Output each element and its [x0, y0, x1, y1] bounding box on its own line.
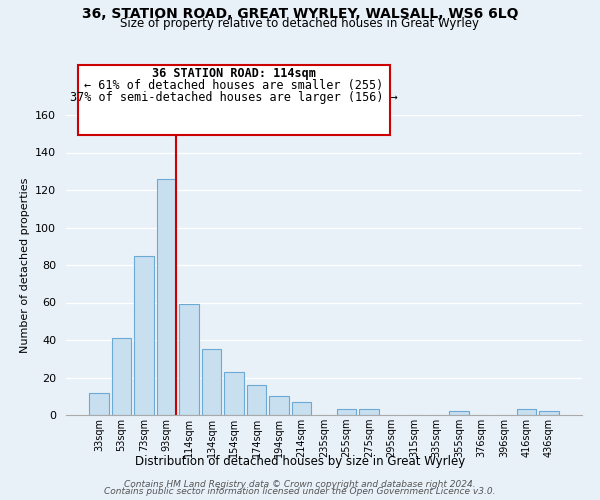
Text: 36, STATION ROAD, GREAT WYRLEY, WALSALL, WS6 6LQ: 36, STATION ROAD, GREAT WYRLEY, WALSALL,…: [82, 8, 518, 22]
Bar: [179, 304, 199, 415]
Bar: [449, 411, 469, 415]
Bar: [517, 410, 536, 415]
Bar: [202, 350, 221, 415]
Text: Distribution of detached houses by size in Great Wyrley: Distribution of detached houses by size …: [135, 455, 465, 468]
Bar: [134, 256, 154, 415]
Bar: [89, 392, 109, 415]
Bar: [224, 372, 244, 415]
Bar: [292, 402, 311, 415]
Bar: [157, 179, 176, 415]
Bar: [359, 410, 379, 415]
Bar: [269, 396, 289, 415]
Text: Contains public sector information licensed under the Open Government Licence v3: Contains public sector information licen…: [104, 488, 496, 496]
Text: Size of property relative to detached houses in Great Wyrley: Size of property relative to detached ho…: [121, 18, 479, 30]
Text: ← 61% of detached houses are smaller (255): ← 61% of detached houses are smaller (25…: [85, 79, 383, 92]
Text: Contains HM Land Registry data © Crown copyright and database right 2024.: Contains HM Land Registry data © Crown c…: [124, 480, 476, 489]
Bar: [539, 411, 559, 415]
Bar: [247, 385, 266, 415]
Y-axis label: Number of detached properties: Number of detached properties: [20, 178, 29, 352]
Text: 37% of semi-detached houses are larger (156) →: 37% of semi-detached houses are larger (…: [70, 90, 398, 104]
Bar: [337, 410, 356, 415]
Text: 36 STATION ROAD: 114sqm: 36 STATION ROAD: 114sqm: [152, 68, 316, 80]
Bar: [112, 338, 131, 415]
